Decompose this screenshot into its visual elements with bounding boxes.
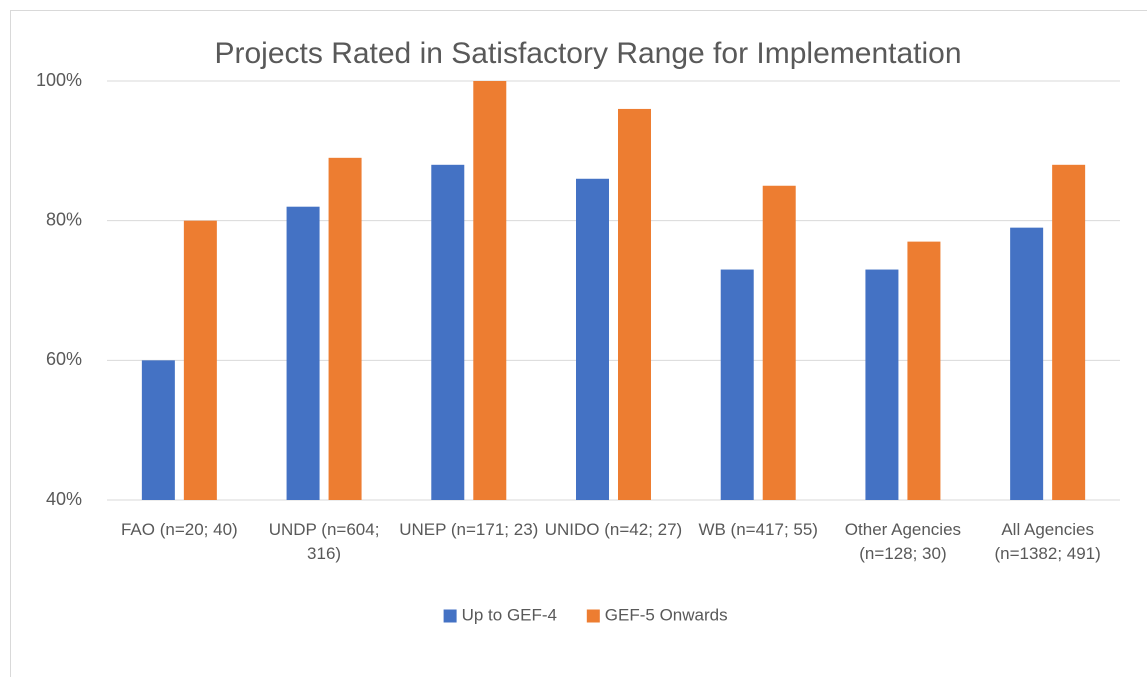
legend-swatch [443,609,457,623]
legend-label: GEF-5 Onwards [605,605,728,624]
bar [286,206,320,500]
bar [762,185,796,500]
bar [576,178,609,500]
y-tick-label: 60% [46,349,82,369]
legend-swatch [586,609,600,623]
bar [328,157,362,501]
bar [473,81,507,500]
bar [1052,164,1086,501]
bar [431,164,465,501]
chart-border [10,10,1147,677]
legend-label: Up to GEF-4 [462,605,557,624]
x-tick-label: WB (n=417; 55) [698,520,818,539]
bar [907,241,941,500]
y-tick-label: 100% [36,70,82,90]
y-tick-label: 80% [46,209,82,229]
x-tick-label: Other Agencies (n=128; 30) [844,520,962,563]
x-tick-label: UNEP (n=171; 23) [399,520,539,539]
x-tick-label: UNIDO (n=42; 27) [544,520,683,539]
x-tick-label: FAO (n=20; 40) [120,520,238,539]
bar [1010,227,1044,500]
y-tick-label: 40% [46,489,82,509]
bar [183,220,217,500]
chart-title: Projects Rated in Satisfactory Range for… [214,37,961,70]
bar [141,360,175,500]
bar [720,269,754,500]
bar [618,108,651,500]
x-tick-label: UNDP (n=604; 316) [268,520,380,563]
bar [865,269,899,500]
x-tick-label: All Agencies (n=1382; 491) [994,520,1101,563]
